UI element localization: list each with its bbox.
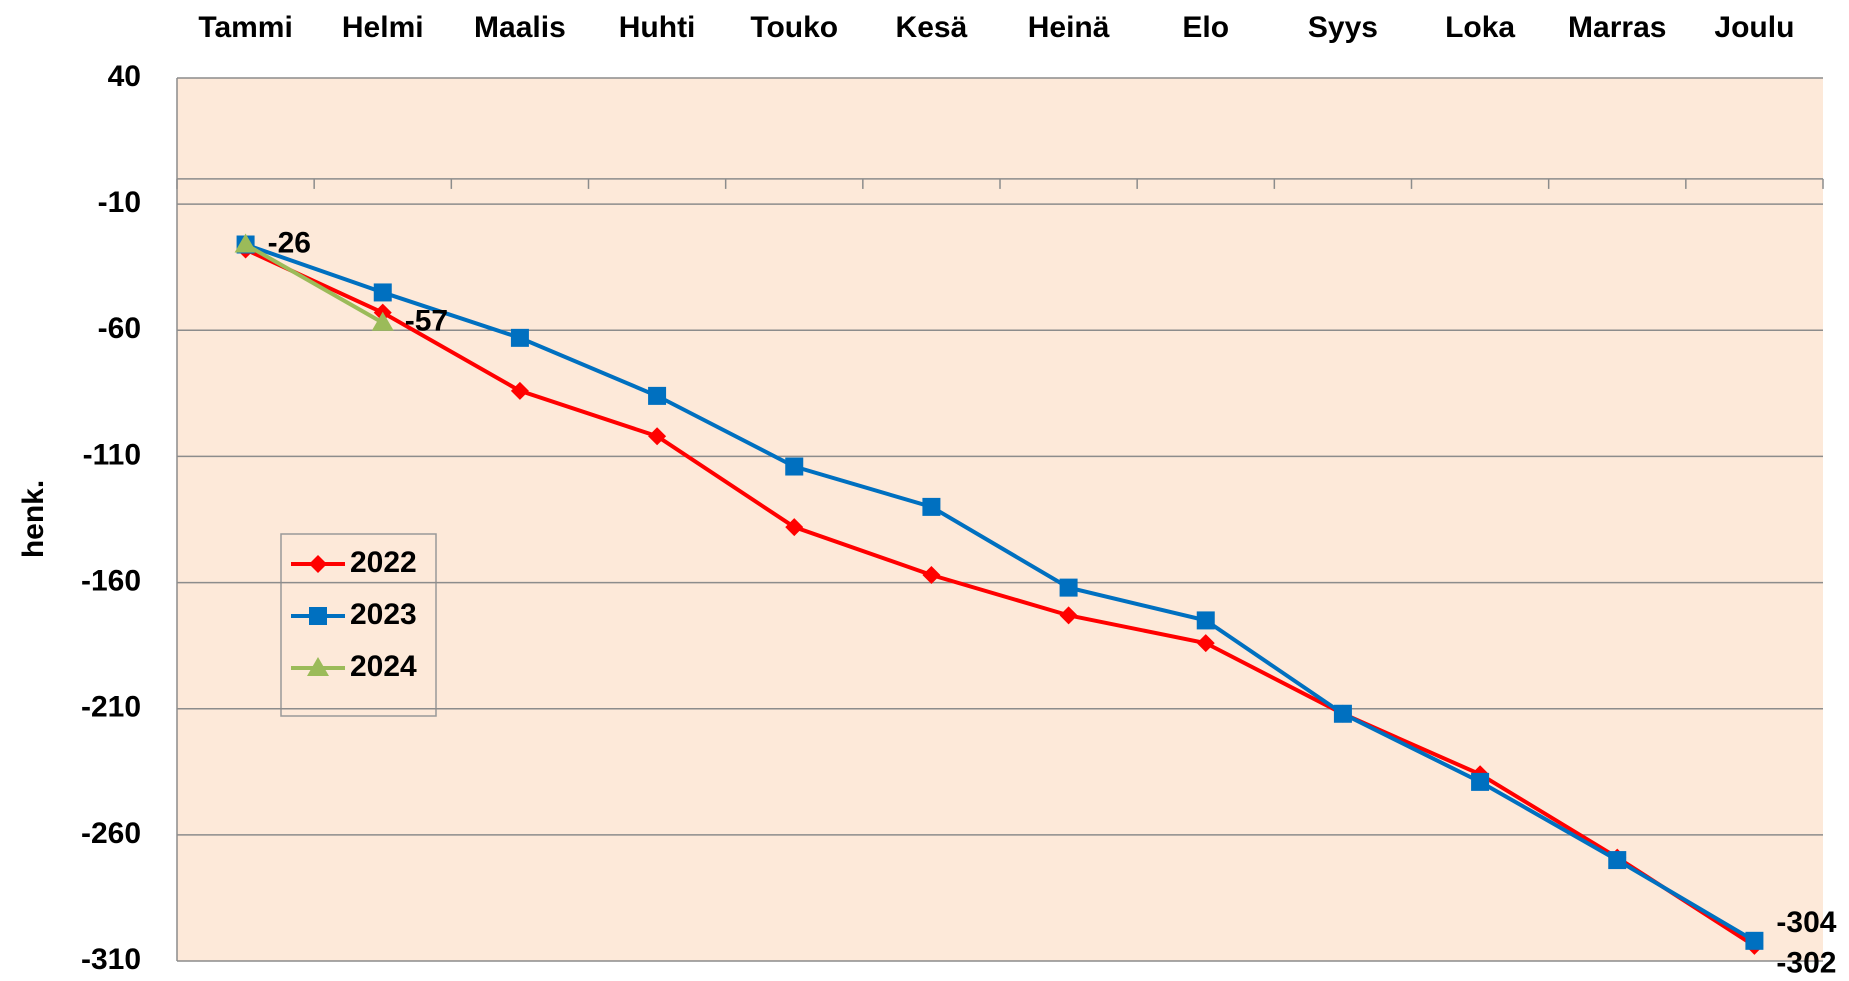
y-tick-label: -110 [83,438,141,471]
x-tick-label: Kesä [896,11,968,44]
x-tick-label: Elo [1182,11,1229,44]
y-tick-label: -210 [81,691,141,724]
marker [785,457,804,476]
y-tick-label: -160 [81,564,141,597]
marker [648,386,667,405]
y-tick-label: -60 [98,312,141,345]
marker [510,328,529,347]
data-label: -57 [405,305,448,338]
marker [309,607,327,625]
legend-label: 2022 [350,546,417,579]
series-line [244,247,1756,948]
marker [373,283,392,302]
series-line [244,242,384,325]
marker [1059,578,1078,597]
marker [1196,611,1215,630]
plot-area [177,78,1823,961]
marker [922,566,941,585]
marker [648,427,667,446]
series-line [244,242,1756,943]
x-tick-label: Touko [750,11,838,44]
x-tick-label: Loka [1445,11,1515,44]
x-tick-label: Tammi [198,11,292,44]
x-tick-label: Huhti [619,11,696,44]
marker [922,497,941,516]
y-axis-label: henk. [17,480,50,558]
marker [510,381,529,400]
legend-label: 2023 [350,598,417,631]
x-tick-label: Marras [1568,11,1666,44]
y-tick-label: -310 [81,943,141,976]
x-tick-label: Joulu [1714,11,1794,44]
x-tick-label: Heinä [1028,11,1110,44]
marker [307,657,329,676]
data-label: -26 [268,226,311,259]
marker [1608,851,1627,870]
marker [1059,606,1078,625]
marker [1745,931,1764,950]
marker [371,311,394,331]
x-tick-label: Helmi [342,11,424,44]
y-tick-label: -260 [81,817,141,850]
marker [309,555,327,573]
y-tick-label: -10 [98,186,141,219]
marker [785,518,804,537]
x-tick-label: Maalis [474,11,566,44]
legend-label: 2024 [350,650,417,683]
marker [1196,634,1215,653]
data-label: -304 [1776,906,1836,939]
marker [1333,704,1352,723]
marker [234,233,257,253]
marker [1471,772,1490,791]
data-label: -302 [1776,947,1836,980]
x-tick-label: Syys [1308,11,1378,44]
y-tick-label: 40 [108,60,141,93]
